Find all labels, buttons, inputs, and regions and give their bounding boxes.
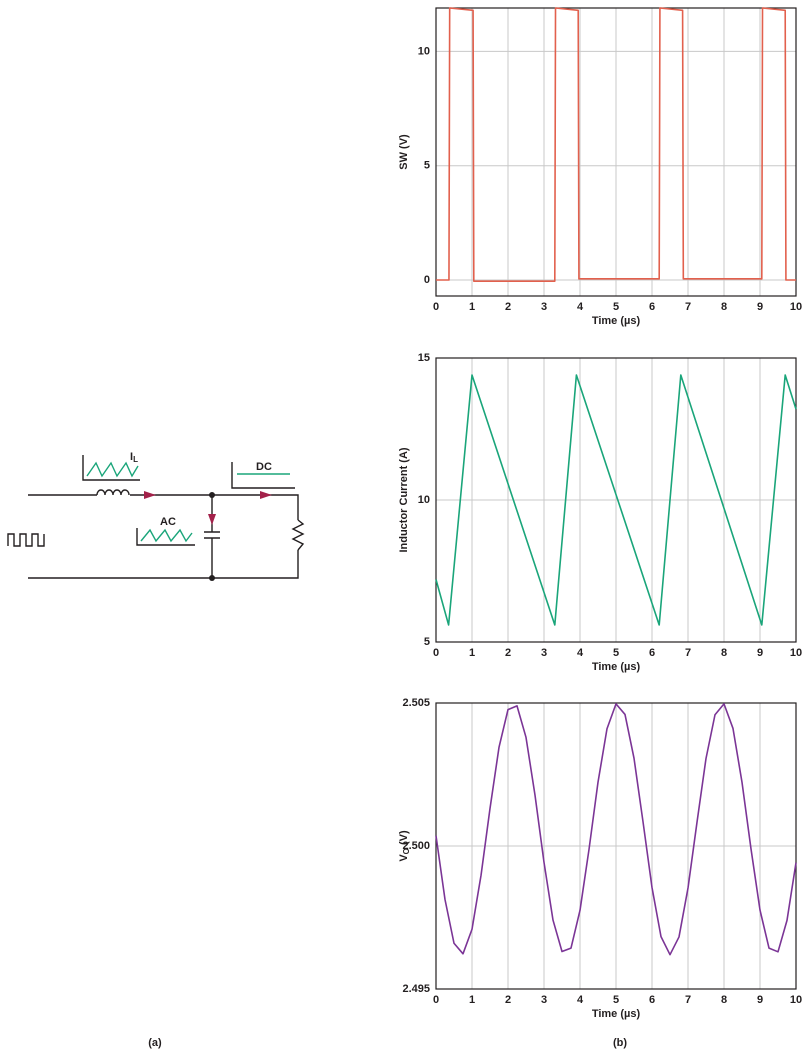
x-tick-label: 2 xyxy=(505,647,511,659)
x-tick-label: 10 xyxy=(790,301,802,313)
x-tick-label: 5 xyxy=(613,994,619,1006)
ripple-icon xyxy=(140,528,193,543)
x-tick-label: 8 xyxy=(721,994,727,1006)
node xyxy=(209,575,215,581)
pwm-symbol xyxy=(7,533,45,547)
ripple-icon xyxy=(86,461,139,478)
waveform-box xyxy=(231,462,295,489)
plot-frame xyxy=(435,7,797,297)
x-axis-label: Time (µs) xyxy=(592,1008,641,1020)
x-tick-label: 8 xyxy=(721,301,727,313)
x-tick-label: 2 xyxy=(505,994,511,1006)
x-tick-label: 6 xyxy=(649,647,655,659)
y-axis-label-subscript: O xyxy=(402,848,411,854)
x-tick-label: 6 xyxy=(649,994,655,1006)
x-tick-label: 1 xyxy=(469,301,475,313)
resistor xyxy=(291,519,305,551)
arrow xyxy=(144,491,156,499)
x-tick-label: 1 xyxy=(469,994,475,1006)
y-axis-label-text: SW (V) xyxy=(398,134,410,170)
inductor xyxy=(96,489,130,496)
current-label: IL xyxy=(130,451,138,464)
x-axis-label: Time (µs) xyxy=(592,661,641,673)
x-tick-label: 5 xyxy=(613,301,619,313)
x-tick-label: 1 xyxy=(469,647,475,659)
x-tick-label: 4 xyxy=(577,994,584,1006)
x-tick-label: 3 xyxy=(541,994,547,1006)
x-axis-label: Time (µs) xyxy=(592,315,641,327)
x-tick-label: 9 xyxy=(757,647,763,659)
x-tick-label: 0 xyxy=(433,301,439,313)
y-tick-label: 5 xyxy=(424,636,430,648)
x-tick-label: 3 xyxy=(541,647,547,659)
y-axis-label-text: V xyxy=(398,854,410,862)
x-tick-label: 10 xyxy=(790,994,802,1006)
x-tick-label: 5 xyxy=(613,647,619,659)
caption: (a) xyxy=(148,1037,162,1049)
y-tick-label: 2.495 xyxy=(402,983,430,995)
waveform-box xyxy=(82,455,140,481)
waveform-box xyxy=(136,528,195,546)
y-tick-label: 10 xyxy=(418,45,430,57)
y-axis-label: Inductor Current (A) xyxy=(398,447,410,552)
x-tick-label: 9 xyxy=(757,301,763,313)
y-axis-label-suffix: (V) xyxy=(398,830,410,848)
y-tick-label: 2.505 xyxy=(402,697,430,709)
x-tick-label: 0 xyxy=(433,647,439,659)
x-tick-label: 3 xyxy=(541,301,547,313)
x-tick-label: 7 xyxy=(685,301,691,313)
arrow xyxy=(260,491,272,499)
capacitor xyxy=(204,495,220,578)
y-axis-label: VO (V) xyxy=(398,830,411,862)
x-tick-label: 7 xyxy=(685,994,691,1006)
plot-frame xyxy=(435,357,797,643)
y-axis-label-text: Inductor Current (A) xyxy=(398,447,410,552)
dc-label: DC xyxy=(256,461,272,473)
arrow xyxy=(208,514,216,525)
x-tick-label: 0 xyxy=(433,994,439,1006)
y-tick-label: 10 xyxy=(418,494,430,506)
plot-frame xyxy=(435,702,797,990)
node xyxy=(209,492,215,498)
data-line xyxy=(435,703,797,956)
x-tick-label: 6 xyxy=(649,301,655,313)
y-tick-label: 15 xyxy=(418,352,430,364)
x-tick-label: 4 xyxy=(577,301,584,313)
data-line xyxy=(436,7,796,282)
y-tick-label: 0 xyxy=(424,274,430,286)
y-tick-label: 2.500 xyxy=(402,840,430,852)
x-tick-label: 4 xyxy=(577,647,584,659)
x-tick-label: 10 xyxy=(790,647,802,659)
data-line xyxy=(435,374,797,626)
y-tick-label: 5 xyxy=(424,160,430,172)
wire xyxy=(28,494,299,579)
y-axis-label: SW (V) xyxy=(398,134,410,170)
x-tick-label: 7 xyxy=(685,647,691,659)
x-tick-label: 8 xyxy=(721,647,727,659)
ac-label: AC xyxy=(160,516,176,528)
x-tick-label: 9 xyxy=(757,994,763,1006)
caption: (b) xyxy=(613,1037,627,1049)
x-tick-label: 2 xyxy=(505,301,511,313)
circuit-diagram: IL DC AC xyxy=(7,451,305,581)
